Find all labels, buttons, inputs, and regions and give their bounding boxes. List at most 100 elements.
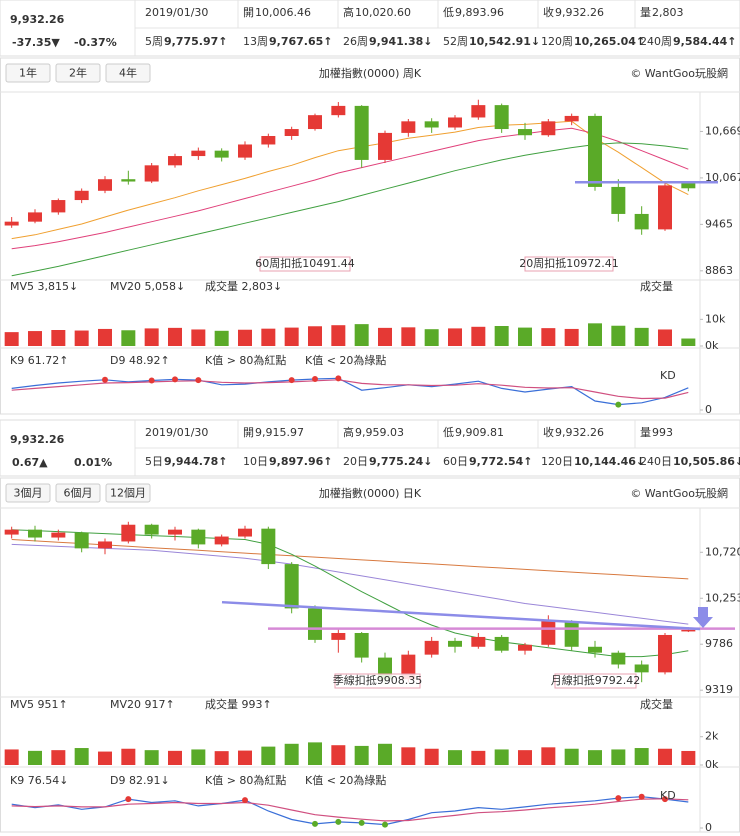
quote-label: 量 (640, 6, 651, 19)
kd-line (11, 798, 689, 822)
volume-bar (681, 750, 696, 765)
ma-label: 240周 (640, 35, 672, 48)
candle-body (471, 636, 486, 647)
volume-bar (378, 743, 392, 765)
ma-value: 9,767.65↑ (269, 35, 333, 48)
volume-bar (308, 742, 322, 765)
volume-label: MV20 917↑ (110, 698, 175, 711)
volume-label: 成交量 993↑ (205, 697, 272, 711)
tab-label[interactable]: 1年 (19, 66, 37, 80)
tab-button[interactable] (5, 63, 51, 83)
tab-button[interactable] (105, 63, 151, 83)
y-tick-label: 10,067 (705, 171, 740, 184)
volume-bar (611, 749, 626, 765)
candle-body (284, 564, 299, 609)
volume-bar (28, 331, 42, 346)
candle-body (541, 121, 556, 136)
change: 0.67▲ (12, 456, 48, 469)
tab-label[interactable]: 6個月 (64, 487, 93, 500)
volume-bar (168, 750, 182, 765)
annotation-box (334, 673, 421, 689)
tab-button[interactable] (55, 483, 101, 503)
axis-title: 成交量 (640, 279, 673, 293)
volume-bar (634, 748, 649, 765)
volume-bar (191, 329, 206, 346)
candle-body (518, 129, 532, 136)
volume-bar (214, 751, 229, 765)
tab-button[interactable] (55, 63, 101, 83)
annotation-box (524, 256, 614, 272)
volume-bar (98, 328, 112, 346)
candle-body (74, 532, 89, 549)
y-tick-label: 0k (705, 339, 719, 352)
candle-body (658, 634, 672, 673)
quote-label: 開 (243, 426, 254, 439)
volume-label: MV5 951↑ (10, 698, 68, 711)
volume-bar (448, 328, 462, 346)
ma-line (11, 127, 689, 250)
volume-bar (378, 327, 392, 346)
ma-value: 10,542.91↓ (469, 35, 540, 48)
volume-bar (588, 750, 602, 765)
ma-value: 9,584.44↑ (673, 35, 737, 48)
kd-dot (312, 820, 318, 827)
y-tick-label: 9786 (705, 637, 733, 650)
ma-value: 9,775.97↑ (164, 35, 228, 48)
quote-value: 2,803 (652, 6, 684, 19)
volume-bar (494, 326, 509, 346)
volume-bar (448, 750, 462, 765)
candle-body (541, 621, 556, 645)
ma-value: 9,772.54↑ (469, 455, 533, 468)
tab-button[interactable] (105, 483, 151, 503)
ma-label: 13周 (243, 35, 268, 48)
chart-title: 加權指數(0000) 日K (319, 486, 422, 500)
axis-title: KD (660, 369, 676, 382)
kd-label: K值 < 20為綠點 (305, 353, 386, 367)
volume-bar (518, 327, 532, 346)
candle-body (611, 186, 626, 214)
tab-button[interactable] (5, 483, 51, 503)
kd-dot (172, 376, 178, 383)
ma-value: 10,265.04↑ (574, 35, 645, 48)
tab-label[interactable]: 4年 (119, 66, 137, 80)
date: 2019/01/30 (145, 426, 208, 439)
kd-label: K9 61.72↑ (10, 354, 68, 367)
candle-body (424, 121, 439, 128)
volume-bar (541, 328, 556, 346)
volume-label: 成交量 2,803↓ (205, 279, 282, 293)
kd-dot (312, 376, 318, 383)
candle-body (51, 200, 66, 213)
quote-value: 9,932.26 (555, 6, 604, 19)
candle-body (51, 532, 66, 538)
tab-label[interactable]: 12個月 (110, 487, 146, 500)
ma-label: 120日 (541, 455, 573, 468)
volume-bar (401, 327, 416, 346)
tab-label[interactable]: 3個月 (14, 487, 43, 500)
kd-line (11, 377, 689, 406)
kd-dot (102, 376, 108, 383)
annotation: 60周扣抵10491.44 (255, 256, 354, 270)
volume-bar (658, 748, 672, 765)
volume-bar (331, 745, 346, 765)
ma-label: 240日 (640, 455, 672, 468)
candle-body (494, 105, 509, 130)
candle-body (121, 179, 136, 182)
annotation-box (554, 673, 637, 689)
volume-bar (471, 750, 486, 765)
ma-value: 10,505.86↓ (673, 455, 740, 468)
kd-line (11, 796, 689, 826)
candle-body (4, 529, 19, 535)
candle-body (261, 528, 276, 565)
y-tick-label: 10k (705, 312, 726, 325)
kd-label: D9 82.91↓ (110, 774, 170, 787)
volume-bar (284, 327, 299, 346)
volume-bar (98, 751, 112, 765)
volume-bar (541, 747, 556, 765)
ma-line (11, 142, 689, 277)
kd-line (11, 379, 689, 400)
tab-label[interactable]: 2年 (69, 66, 87, 80)
volume-bar (238, 750, 252, 765)
candle-body (168, 156, 182, 166)
